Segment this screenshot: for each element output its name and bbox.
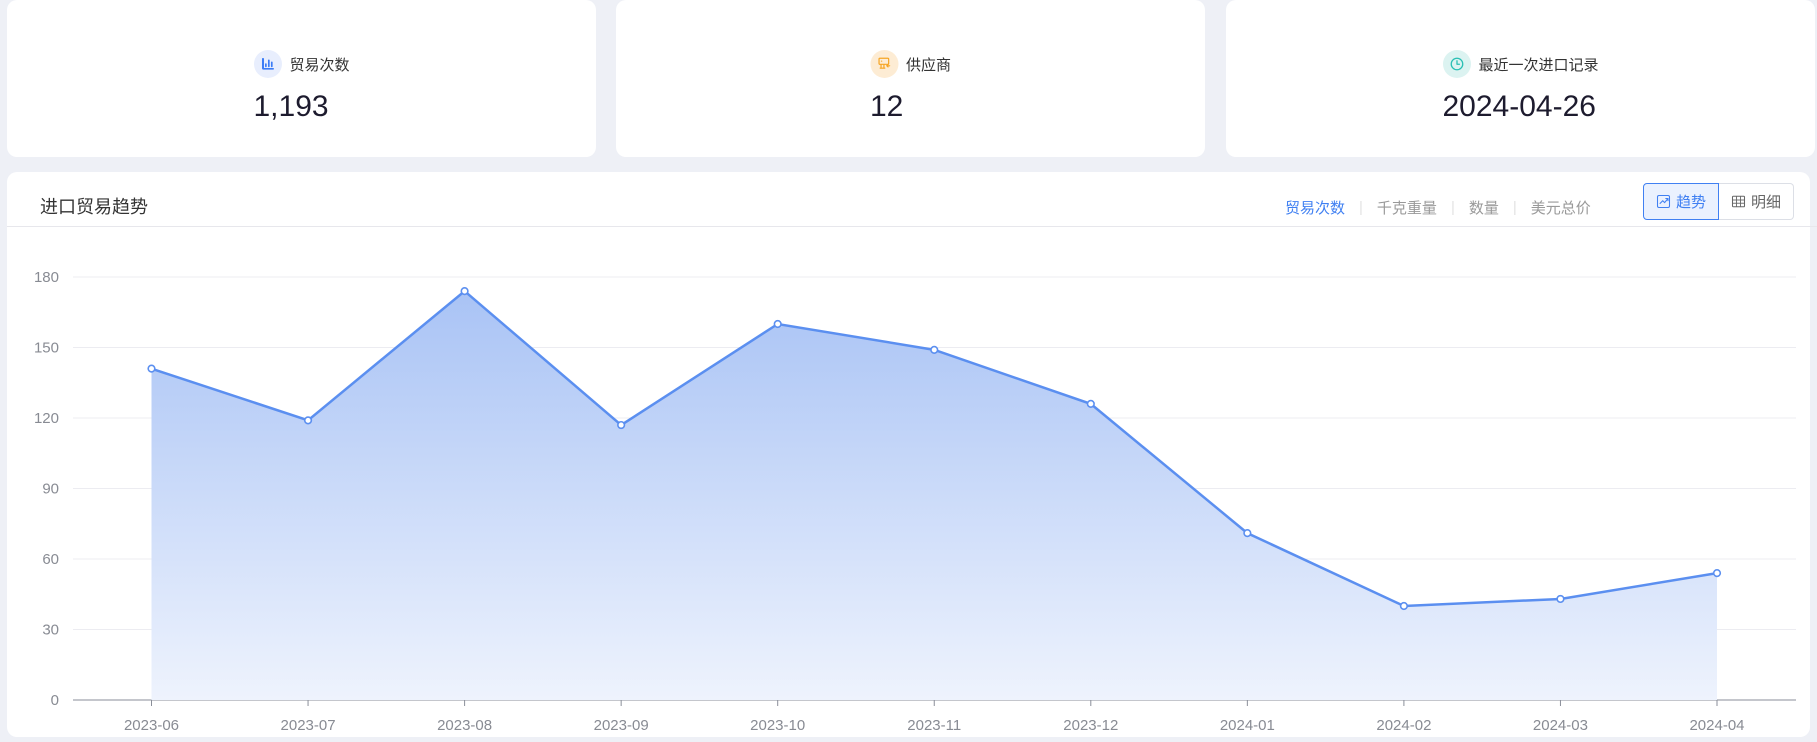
svg-text:2023-11: 2023-11	[907, 717, 961, 734]
svg-text:2024-04: 2024-04	[1689, 717, 1744, 734]
svg-text:2023-12: 2023-12	[1063, 717, 1118, 734]
svg-text:0: 0	[51, 692, 59, 709]
svg-text:2023-06: 2023-06	[124, 717, 179, 734]
svg-text:2023-10: 2023-10	[750, 717, 805, 734]
svg-text:2024-01: 2024-01	[1220, 717, 1275, 734]
svg-text:150: 150	[34, 340, 59, 357]
svg-text:2023-08: 2023-08	[437, 717, 492, 734]
svg-text:2023-07: 2023-07	[281, 717, 336, 734]
svg-text:180: 180	[34, 269, 59, 286]
svg-text:60: 60	[42, 551, 59, 568]
svg-text:120: 120	[34, 410, 59, 427]
svg-text:2023-09: 2023-09	[594, 717, 649, 734]
svg-text:2024-02: 2024-02	[1376, 717, 1431, 734]
svg-text:90: 90	[42, 481, 59, 498]
svg-text:2024-03: 2024-03	[1533, 717, 1588, 734]
svg-text:30: 30	[42, 622, 59, 639]
